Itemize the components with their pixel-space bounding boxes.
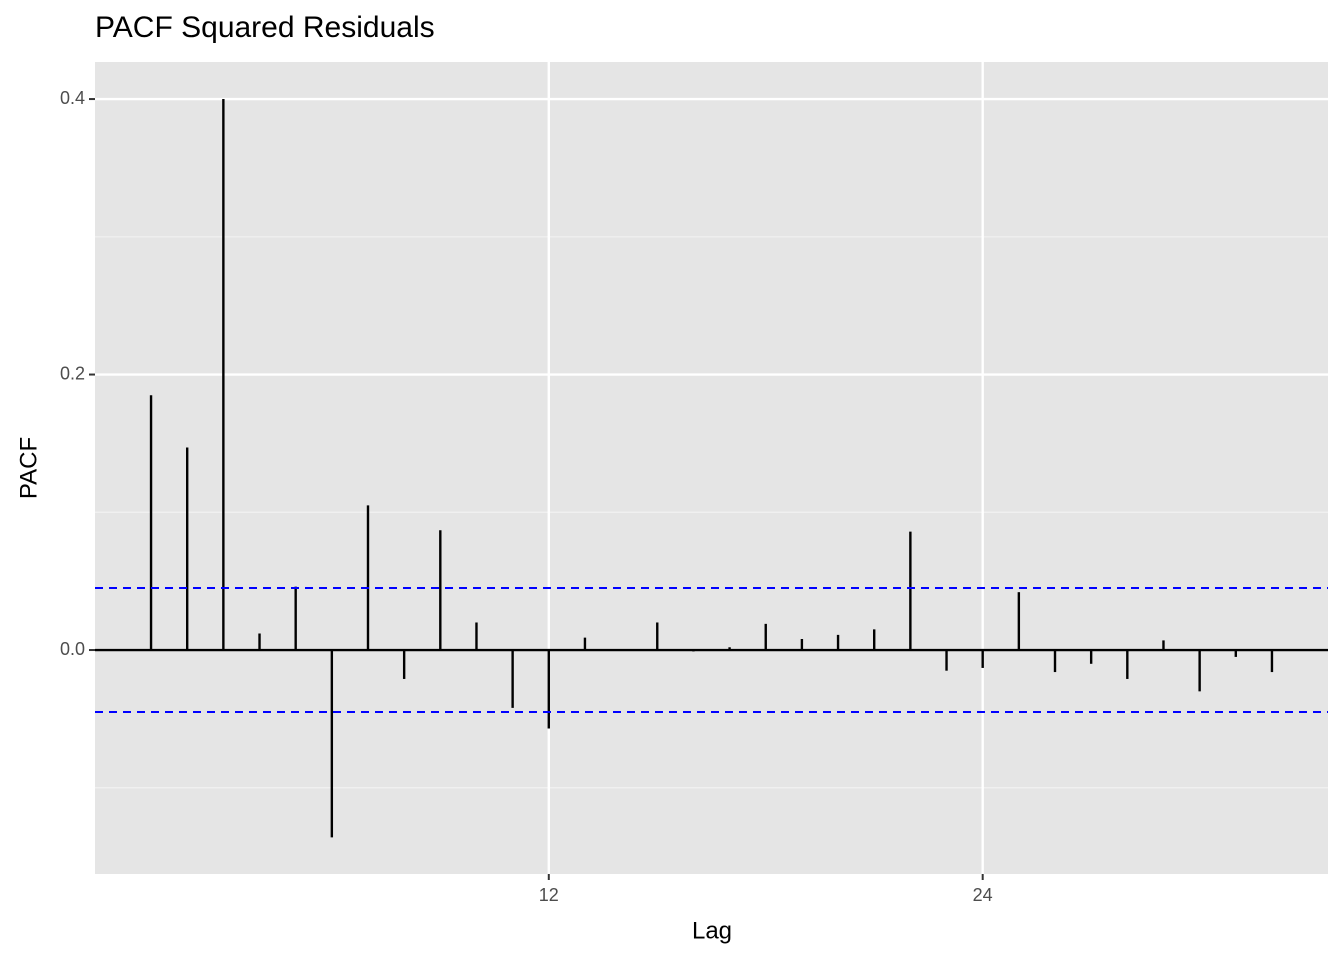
y-axis-label: PACF bbox=[15, 437, 42, 499]
x-axis-label: Lag bbox=[692, 917, 732, 944]
y-tick-label: 0.0 bbox=[60, 639, 85, 659]
y-tick-label: 0.4 bbox=[60, 88, 85, 108]
y-tick-label: 0.2 bbox=[60, 363, 85, 383]
x-tick-label: 24 bbox=[973, 885, 993, 905]
x-tick-label: 12 bbox=[539, 885, 559, 905]
panel bbox=[95, 62, 1328, 874]
chart-title: PACF Squared Residuals bbox=[95, 11, 435, 44]
